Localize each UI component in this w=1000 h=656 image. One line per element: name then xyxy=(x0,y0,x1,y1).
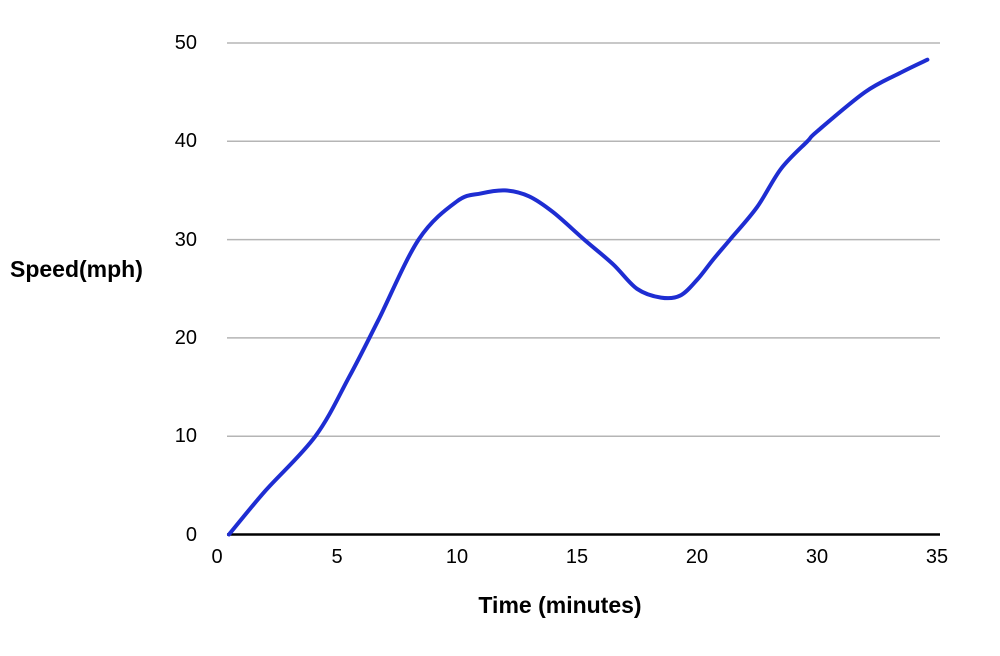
x-tick-label: 35 xyxy=(925,546,949,568)
series-line-speed xyxy=(227,57,930,537)
x-tick-label: 30 xyxy=(805,546,829,568)
x-tick-label: 10 xyxy=(445,546,469,568)
y-tick-label: 10 xyxy=(174,425,197,448)
y-tick-label: 40 xyxy=(174,130,197,153)
y-tick-label: 20 xyxy=(174,326,197,349)
x-tick-label: 20 xyxy=(685,546,709,568)
x-tick-label: 0 xyxy=(211,546,223,568)
y-tick-label: 50 xyxy=(174,32,197,54)
x-tick-label: 5 xyxy=(331,546,343,568)
y-tick-label: 30 xyxy=(174,228,197,251)
y-tick-label: 0 xyxy=(185,523,197,546)
x-axis-title: Time (minutes) xyxy=(478,592,642,618)
x-tick-label: 15 xyxy=(565,546,589,568)
y-axis-title: Speed(mph) xyxy=(10,256,143,282)
